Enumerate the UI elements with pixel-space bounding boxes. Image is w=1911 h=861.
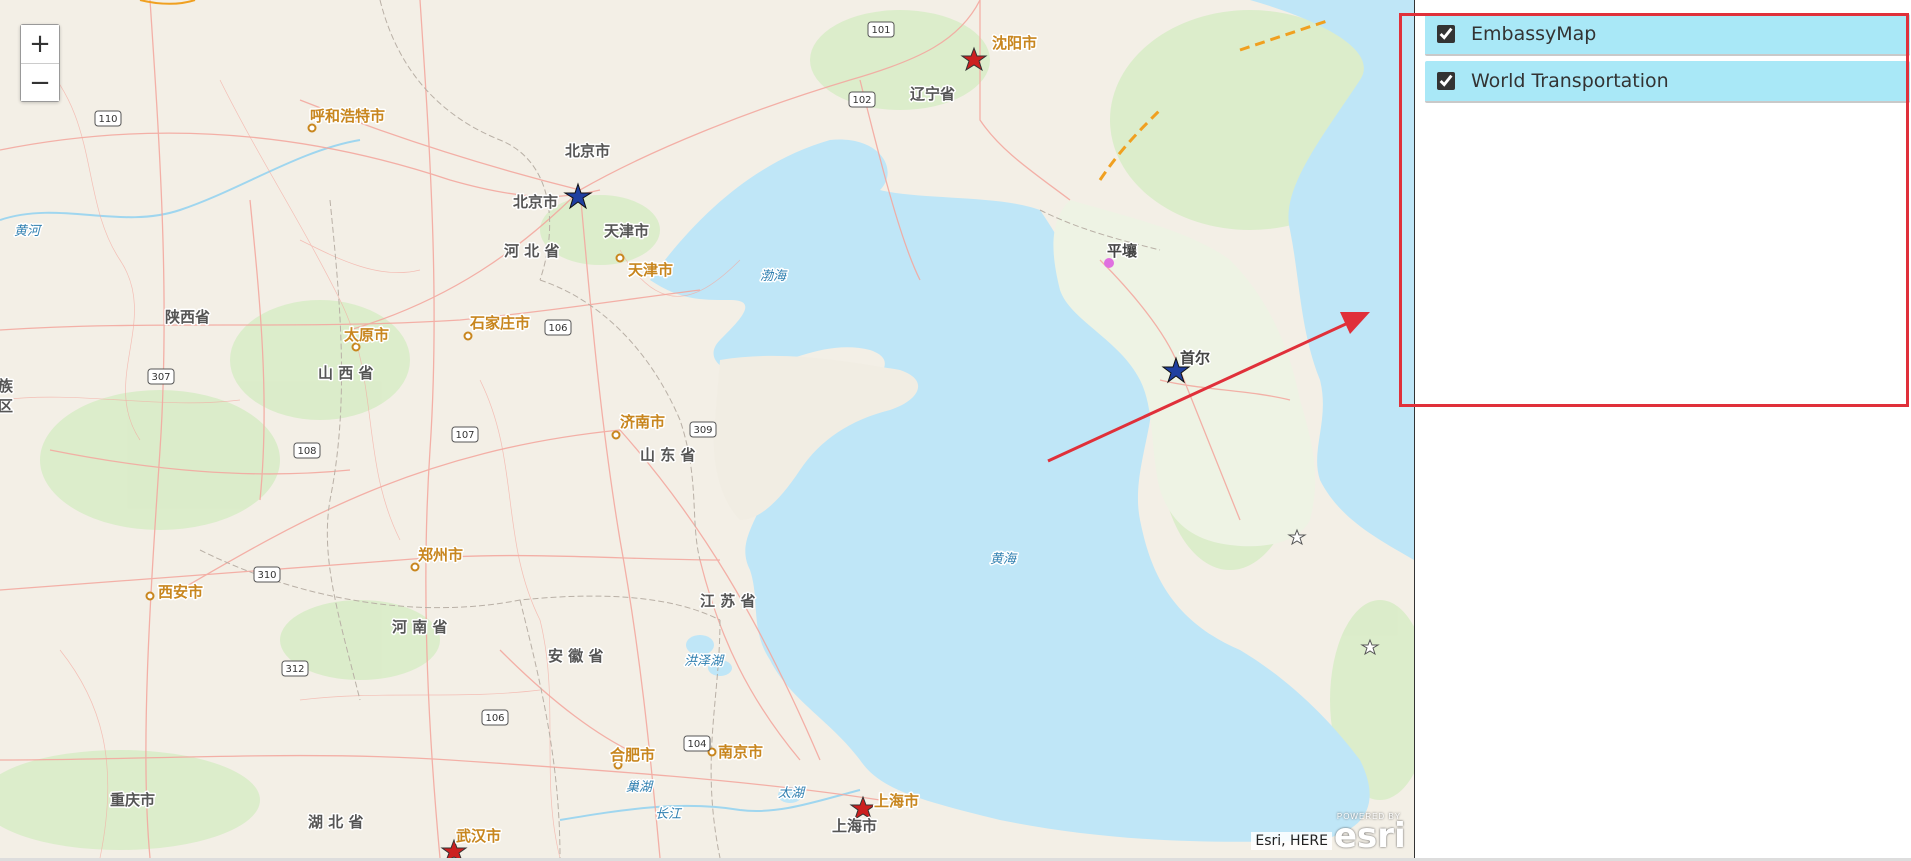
svg-text:101: 101 [871, 25, 890, 36]
label-fragment: 族 [0, 377, 14, 395]
layer-checkbox-world-transportation[interactable] [1437, 72, 1455, 90]
label-city: 天津市 [628, 261, 673, 279]
label-city: 沈阳市 [992, 34, 1037, 52]
sea-water [650, 0, 1414, 842]
shield-307: 307 [147, 368, 175, 385]
label-city: 南京市 [718, 743, 763, 761]
shield-309: 309 [689, 421, 717, 438]
road-shields: 101 102 110 106 307 309 107 108 310 312 … [94, 21, 895, 752]
basemap: 101 102 110 106 307 309 107 108 310 312 … [0, 0, 1414, 858]
label-province: 安 徽 省 [548, 647, 603, 665]
shield-110: 110 [94, 110, 122, 127]
minor-roads [0, 59, 741, 858]
shield-107: 107 [451, 426, 479, 443]
label-province: 江 苏 省 [700, 592, 755, 610]
label-water: 黄海 [990, 552, 1018, 567]
label-province: 山 东 省 [640, 446, 695, 464]
label-city: 平壤 [1107, 242, 1138, 260]
label-city: 石家庄市 [469, 314, 530, 332]
label-city: 济南市 [620, 413, 665, 431]
label-city: 合肥市 [609, 746, 655, 764]
label-water: 渤海 [760, 269, 788, 284]
label-region: 上海市 [832, 817, 877, 835]
shield-101: 101 [867, 21, 895, 38]
label-water: 太湖 [778, 786, 806, 801]
shield-102: 102 [848, 91, 876, 108]
city-dots [145, 123, 717, 770]
label-province: 陕西省 [165, 308, 210, 326]
svg-text:107: 107 [455, 430, 474, 441]
label-water: 洪泽湖 [684, 654, 725, 669]
star-marker-beijing[interactable] [563, 182, 593, 210]
esri-logo-powered: POWERED BY [1336, 812, 1402, 821]
shield-312: 312 [281, 660, 309, 677]
border-top [139, 0, 196, 5]
shield-104: 104 [683, 735, 711, 752]
shield-106a: 106 [544, 319, 572, 336]
label-city: 北京市 [513, 193, 558, 211]
svg-text:106: 106 [548, 323, 567, 334]
label-province: 河 南 省 [392, 618, 447, 636]
shield-106b: 106 [481, 709, 509, 726]
zoom-control: + − [20, 24, 60, 102]
svg-text:102: 102 [852, 95, 871, 106]
label-region: 北京市 [565, 142, 610, 160]
layer-checkbox-embassymap[interactable] [1437, 25, 1455, 43]
label-city: 呼和浩特市 [310, 107, 385, 125]
shield-108: 108 [293, 442, 321, 459]
label-city: 西安市 [158, 583, 203, 601]
svg-text:108: 108 [297, 446, 316, 457]
svg-text:310: 310 [257, 570, 276, 581]
svg-text:110: 110 [98, 114, 117, 125]
label-region: 重庆市 [110, 791, 155, 809]
shandong-peninsula [713, 355, 919, 520]
svg-text:106: 106 [485, 713, 504, 724]
zoom-out-button[interactable]: − [21, 63, 59, 101]
layer-list-panel: EmbassyMap World Transportation [1414, 0, 1911, 858]
label-province: 山 西 省 [318, 364, 373, 382]
svg-text:309: 309 [693, 425, 712, 436]
map-attribution[interactable]: Esri, HERE [1251, 832, 1332, 850]
svg-text:312: 312 [285, 664, 304, 675]
layer-label: EmbassyMap [1471, 23, 1597, 45]
layer-list: EmbassyMap World Transportation [1425, 14, 1910, 108]
label-city: 上海市 [874, 792, 919, 810]
layer-item-world-transportation[interactable]: World Transportation [1425, 61, 1910, 103]
province-borders [199, 0, 1161, 858]
star-marker-wuhan[interactable] [440, 838, 468, 858]
zoom-in-button[interactable]: + [21, 25, 59, 63]
star-marker-shenyang[interactable] [960, 46, 988, 72]
label-water: 长江 [655, 807, 683, 822]
star-marker-busan[interactable] [1287, 528, 1307, 546]
pyongyang-marker[interactable] [1104, 258, 1114, 268]
label-province: 湖 北 省 [308, 813, 363, 831]
label-fragment: 区 [0, 397, 13, 415]
shield-310: 310 [253, 566, 281, 583]
label-city: 武汉市 [456, 827, 501, 845]
layer-label: World Transportation [1471, 70, 1669, 92]
esri-logo-name: esri [1334, 816, 1406, 856]
map-view[interactable]: 101 102 110 106 307 309 107 108 310 312 … [0, 0, 1414, 858]
label-city: 郑州市 [418, 546, 463, 564]
star-marker-shanghai[interactable] [849, 795, 877, 821]
esri-logo[interactable]: POWERED BY esri [1334, 812, 1406, 853]
layer-item-embassymap[interactable]: EmbassyMap [1425, 14, 1910, 56]
star-marker-japan[interactable] [1360, 638, 1380, 656]
label-city: 太原市 [344, 326, 389, 344]
bottom-edge [0, 858, 1911, 861]
national-border [1098, 18, 1331, 181]
svg-text:307: 307 [151, 372, 170, 383]
svg-text:104: 104 [687, 739, 706, 750]
label-city: 首尔 [1180, 349, 1210, 367]
label-water: 巢湖 [626, 780, 654, 795]
rivers [0, 139, 861, 821]
label-water: 黄河 [14, 224, 43, 239]
label-region: 天津市 [604, 222, 649, 240]
label-province: 河 北 省 [504, 242, 559, 260]
label-province: 辽宁省 [910, 85, 955, 103]
